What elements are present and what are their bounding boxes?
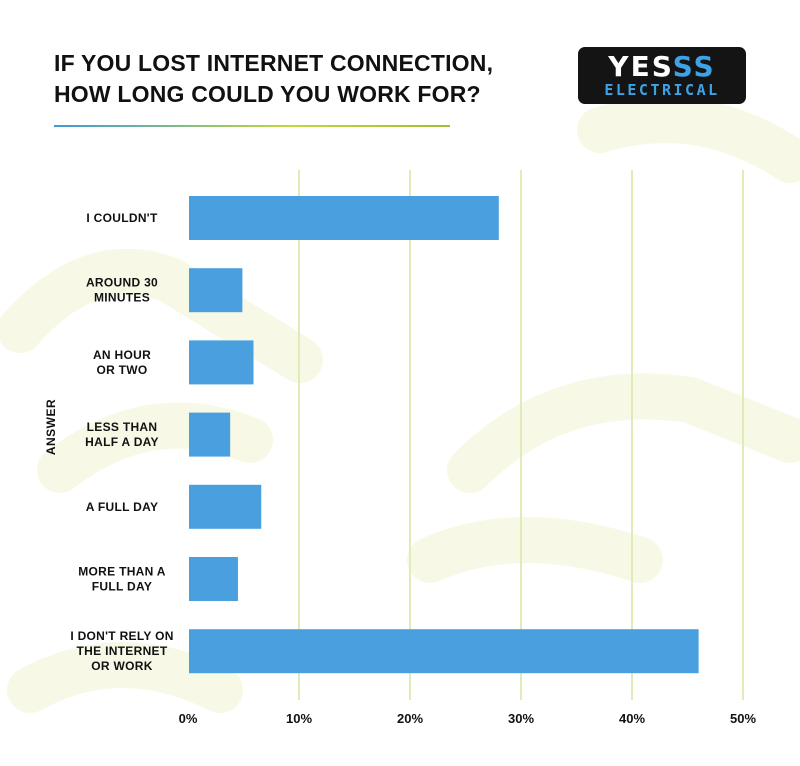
x-tick-label-50: 50% <box>730 711 756 726</box>
category-label-2: AROUND 30 MINUTES <box>86 276 158 305</box>
logo-wordmark: YESSS <box>608 49 716 83</box>
title-underline <box>54 125 450 127</box>
bar-2 <box>189 268 243 313</box>
tick-labels: 0% 10% 20% 30% 40% 50% <box>179 711 757 726</box>
category-label-4: LESS THAN HALF A DAY <box>85 420 159 449</box>
bars <box>189 196 699 674</box>
category-label-1: I COULDN'T <box>86 211 158 225</box>
gridlines <box>298 170 744 700</box>
yesss-electrical-logo: YESSS ELECTRICAL <box>578 47 746 104</box>
bar-7 <box>189 629 699 674</box>
bar-1 <box>189 196 499 240</box>
category-label-5: A FULL DAY <box>86 500 159 514</box>
category-label-6: MORE THAN A FULL DAY <box>78 565 166 594</box>
category-label-7: I DON'T RELY ON THE INTERNET OR WORK <box>70 629 173 673</box>
y-axis-title: ANSWER <box>44 399 58 455</box>
category-label-3: AN HOUR OR TWO <box>93 348 151 377</box>
bar-5 <box>189 484 262 529</box>
chart-title-line-1: IF YOU LOST INTERNET CONNECTION, <box>54 50 494 76</box>
chart-title: IF YOU LOST INTERNET CONNECTION, HOW LON… <box>54 48 514 110</box>
x-tick-label-0: 0% <box>179 711 198 726</box>
bar-6 <box>189 557 238 601</box>
category-labels: I COULDN'T AROUND 30 MINUTES AN HOUR OR TWO L… <box>70 211 173 673</box>
bar-3 <box>189 340 254 385</box>
x-tick-label-30: 30% <box>508 711 534 726</box>
bar-4 <box>189 412 231 457</box>
chart-title-line-2: HOW LONG COULD YOU WORK FOR? <box>54 81 481 107</box>
logo-tagline: ELECTRICAL <box>604 80 720 99</box>
x-tick-label-20: 20% <box>397 711 423 726</box>
x-tick-label-40: 40% <box>619 711 645 726</box>
x-tick-label-10: 10% <box>286 711 312 726</box>
